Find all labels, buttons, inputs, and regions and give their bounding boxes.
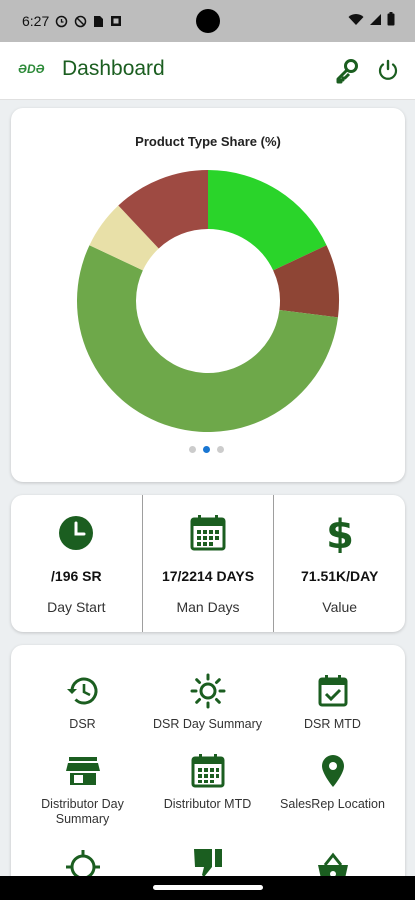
sim-icon (94, 15, 104, 27)
menu-item-salesrep-location[interactable]: SalesRep Location (267, 753, 398, 812)
stat-label: Day Start (47, 599, 106, 615)
calendar-icon (191, 754, 224, 788)
menu-item-label: DSR MTD (304, 717, 361, 731)
app-bar: ƏDƏ Dashboard (0, 42, 415, 100)
blocked-icon (75, 15, 87, 27)
signal-icon (370, 13, 381, 25)
wifi-icon (348, 13, 364, 25)
svg-text:$: $ (326, 513, 354, 553)
page-dot[interactable] (217, 446, 224, 453)
alarm-icon (56, 15, 68, 27)
donut-chart[interactable] (11, 108, 405, 482)
stat-day-start[interactable]: /196 SR Day Start (11, 495, 142, 632)
stat-label: Man Days (176, 599, 240, 615)
camera-cutout (196, 9, 220, 33)
menu-item-thumb-down[interactable] (142, 845, 273, 889)
menu-item-distributor-mtd[interactable]: Distributor MTD (142, 753, 273, 812)
menu-item-label: DSR (69, 717, 96, 731)
chart-title: Product Type Share (%) (135, 134, 281, 149)
menu-item-distributor-day-summary[interactable]: Distributor Day Summary (17, 753, 148, 827)
stat-value: /196 SR (51, 568, 102, 584)
home-gesture-handle[interactable] (153, 885, 263, 890)
donut-slice-1[interactable] (208, 170, 327, 271)
notification-icon (111, 16, 122, 26)
menu-item-label: Distributor Day Summary (41, 797, 124, 826)
menu-item-dsr[interactable]: DSR (17, 673, 148, 732)
system-nav-bar (0, 876, 415, 900)
donut-slice-5[interactable] (118, 170, 208, 249)
thumb-down-icon (193, 849, 222, 877)
store-icon (65, 757, 100, 785)
app-logo: ƏDƏ (18, 62, 45, 76)
stat-label: Value (322, 599, 358, 615)
status-bar: 6:27 (0, 0, 415, 42)
calendar-icon (190, 515, 226, 551)
battery-icon (387, 12, 395, 26)
page-dot[interactable] (189, 446, 196, 453)
page-title: Dashboard (62, 57, 165, 80)
menu-item-dsr-day-summary[interactable]: DSR Day Summary (142, 673, 273, 732)
power-icon[interactable] (376, 58, 400, 82)
donut-hole (144, 237, 272, 365)
menu-item-label: SalesRep Location (280, 797, 385, 811)
stat-value-card[interactable]: $ 71.51K/DAY Value (273, 495, 405, 632)
key-icon[interactable] (334, 58, 360, 84)
menu-item-label: Distributor MTD (163, 797, 252, 811)
menu-item-dsr-mtd[interactable]: DSR MTD (267, 673, 398, 732)
stat-man-days[interactable]: 17/2214 DAYS Man Days (141, 495, 274, 632)
menu-item-label: DSR Day Summary (152, 717, 263, 731)
status-time: 6:27 (22, 13, 50, 29)
stat-value: 71.51K/DAY (301, 568, 379, 584)
page-indicator (189, 446, 224, 453)
donut-slice-2[interactable] (273, 245, 340, 318)
location-icon (321, 755, 344, 787)
menu-card: DSR DSR Day Summary DSR MTD Distributor … (11, 645, 405, 900)
history-icon (66, 677, 97, 705)
donut-slice-4[interactable] (89, 205, 159, 271)
clock-icon (59, 516, 94, 550)
donut-slice-3[interactable] (76, 245, 338, 432)
dollar-icon: $ (326, 513, 354, 553)
sun-icon (190, 673, 225, 709)
stats-card: /196 SR Day Start 17/2214 DAYS Man Days … (11, 495, 405, 632)
page-dot-active[interactable] (203, 446, 210, 453)
calendar-check-icon (318, 675, 347, 707)
chart-card[interactable]: Product Type Share (%) (11, 108, 405, 482)
stat-value: 17/2214 DAYS (161, 568, 255, 584)
